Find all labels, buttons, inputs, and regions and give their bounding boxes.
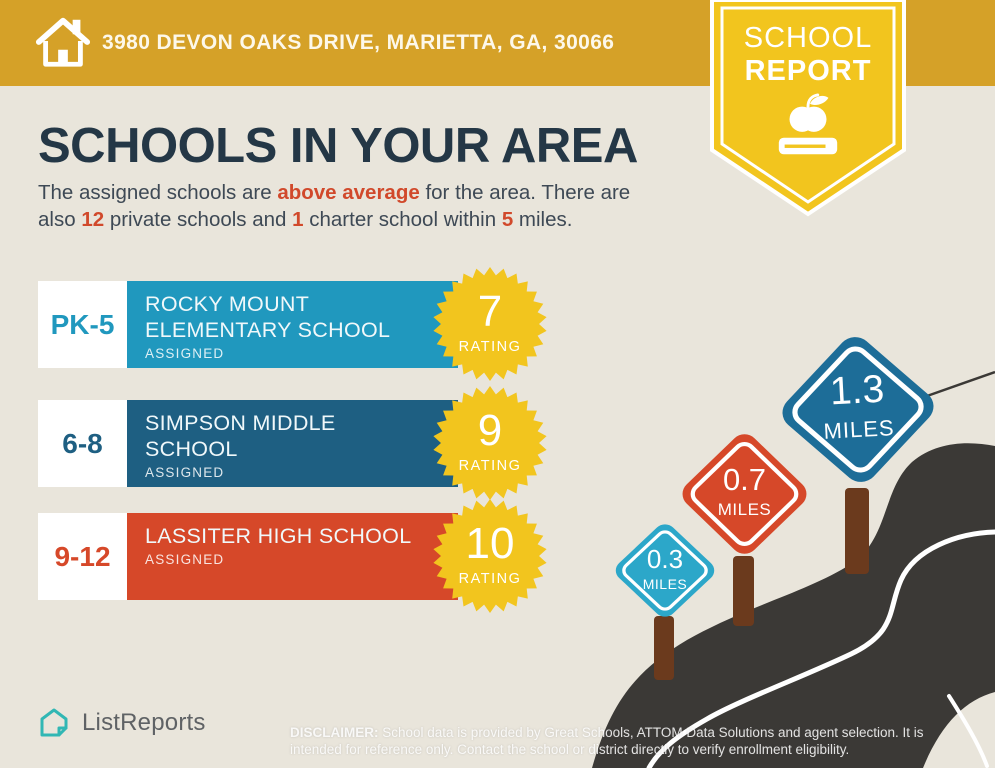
assigned-label: ASSIGNED: [145, 552, 225, 567]
rating-label: RATING: [458, 339, 522, 355]
badge-title-line2: REPORT: [744, 55, 872, 87]
intro-text: The assigned schools are above average f…: [38, 181, 631, 231]
badge-title-line1: SCHOOL: [743, 22, 873, 54]
page-title: SCHOOLS IN YOUR AREA: [38, 119, 638, 173]
grade-range-box: PK-5: [38, 281, 127, 368]
listreports-home-icon: [40, 708, 68, 737]
sign-distance-unit: MILES: [642, 576, 688, 592]
rating-label: RATING: [458, 458, 522, 474]
grade-range-label: PK-5: [50, 308, 115, 340]
sign-post-mid: [733, 556, 754, 626]
school-bar: LASSITER HIGH SCHOOL ASSIGNED: [127, 513, 458, 600]
rating-label: RATING: [458, 571, 522, 587]
grade-range-box: 6-8: [38, 400, 127, 487]
road-center-line: [646, 529, 995, 768]
road-illustration: [592, 370, 995, 768]
listreports-logo: ListReports: [36, 705, 206, 741]
grade-range-label: 9-12: [54, 540, 111, 572]
road-surface: [592, 443, 995, 768]
property-address: 3980 DEVON OAKS DRIVE, MARIETTA, GA, 300…: [102, 31, 615, 54]
rating-badge: 10 RATING: [433, 499, 547, 613]
rating-value: 9: [477, 406, 503, 455]
sign-distance-value: 0.3: [646, 544, 684, 574]
home-icon: [34, 14, 92, 75]
assigned-label: ASSIGNED: [145, 346, 225, 361]
road-edge-line: [947, 694, 989, 768]
school-name: ROCKY MOUNT ELEMENTARY SCHOOL: [145, 292, 391, 342]
sign-distance-value: 1.3: [828, 367, 886, 414]
school-row-middle: 6-8 SIMPSON MIDDLE SCHOOL ASSIGNED 9 RAT…: [38, 386, 547, 500]
rating-value: 7: [477, 287, 503, 336]
sign-distance-unit: MILES: [717, 500, 772, 519]
distance-sign-0-3-miles: 0.3 MILES: [609, 518, 721, 623]
disclaimer-label: DISCLAIMER:: [290, 724, 379, 740]
grade-range-label: 6-8: [62, 427, 103, 459]
rating-badge: 9 RATING: [433, 386, 547, 500]
sign-distance-value: 0.7: [722, 462, 767, 497]
grade-range-box: 9-12: [38, 513, 127, 600]
school-name: LASSITER HIGH SCHOOL: [145, 524, 412, 548]
distance-sign-0-7-miles: 0.7 MILES: [674, 426, 815, 562]
school-bar: ROCKY MOUNT ELEMENTARY SCHOOL ASSIGNED: [127, 281, 458, 368]
school-row-elementary: PK-5 ROCKY MOUNT ELEMENTARY SCHOOL ASSIG…: [38, 267, 547, 381]
distance-sign-1-3-miles: 1.3 MILES: [768, 323, 948, 497]
school-report-badge: SCHOOL REPORT: [710, 0, 906, 218]
apple-on-book-icon: [768, 92, 848, 169]
rating-value: 10: [465, 519, 515, 568]
sign-post-small: [654, 616, 674, 680]
disclaimer-text: DISCLAIMER: School data is provided by G…: [290, 724, 924, 758]
rating-badge: 7 RATING: [433, 267, 547, 381]
school-row-high: 9-12 LASSITER HIGH SCHOOL ASSIGNED 10 RA…: [38, 499, 547, 613]
assigned-label: ASSIGNED: [145, 465, 225, 480]
school-bar: SIMPSON MIDDLE SCHOOL ASSIGNED: [127, 400, 458, 487]
listreports-wordmark: ListReports: [82, 709, 206, 736]
school-name: SIMPSON MIDDLE SCHOOL: [145, 411, 336, 461]
sign-post-big: [845, 488, 869, 574]
